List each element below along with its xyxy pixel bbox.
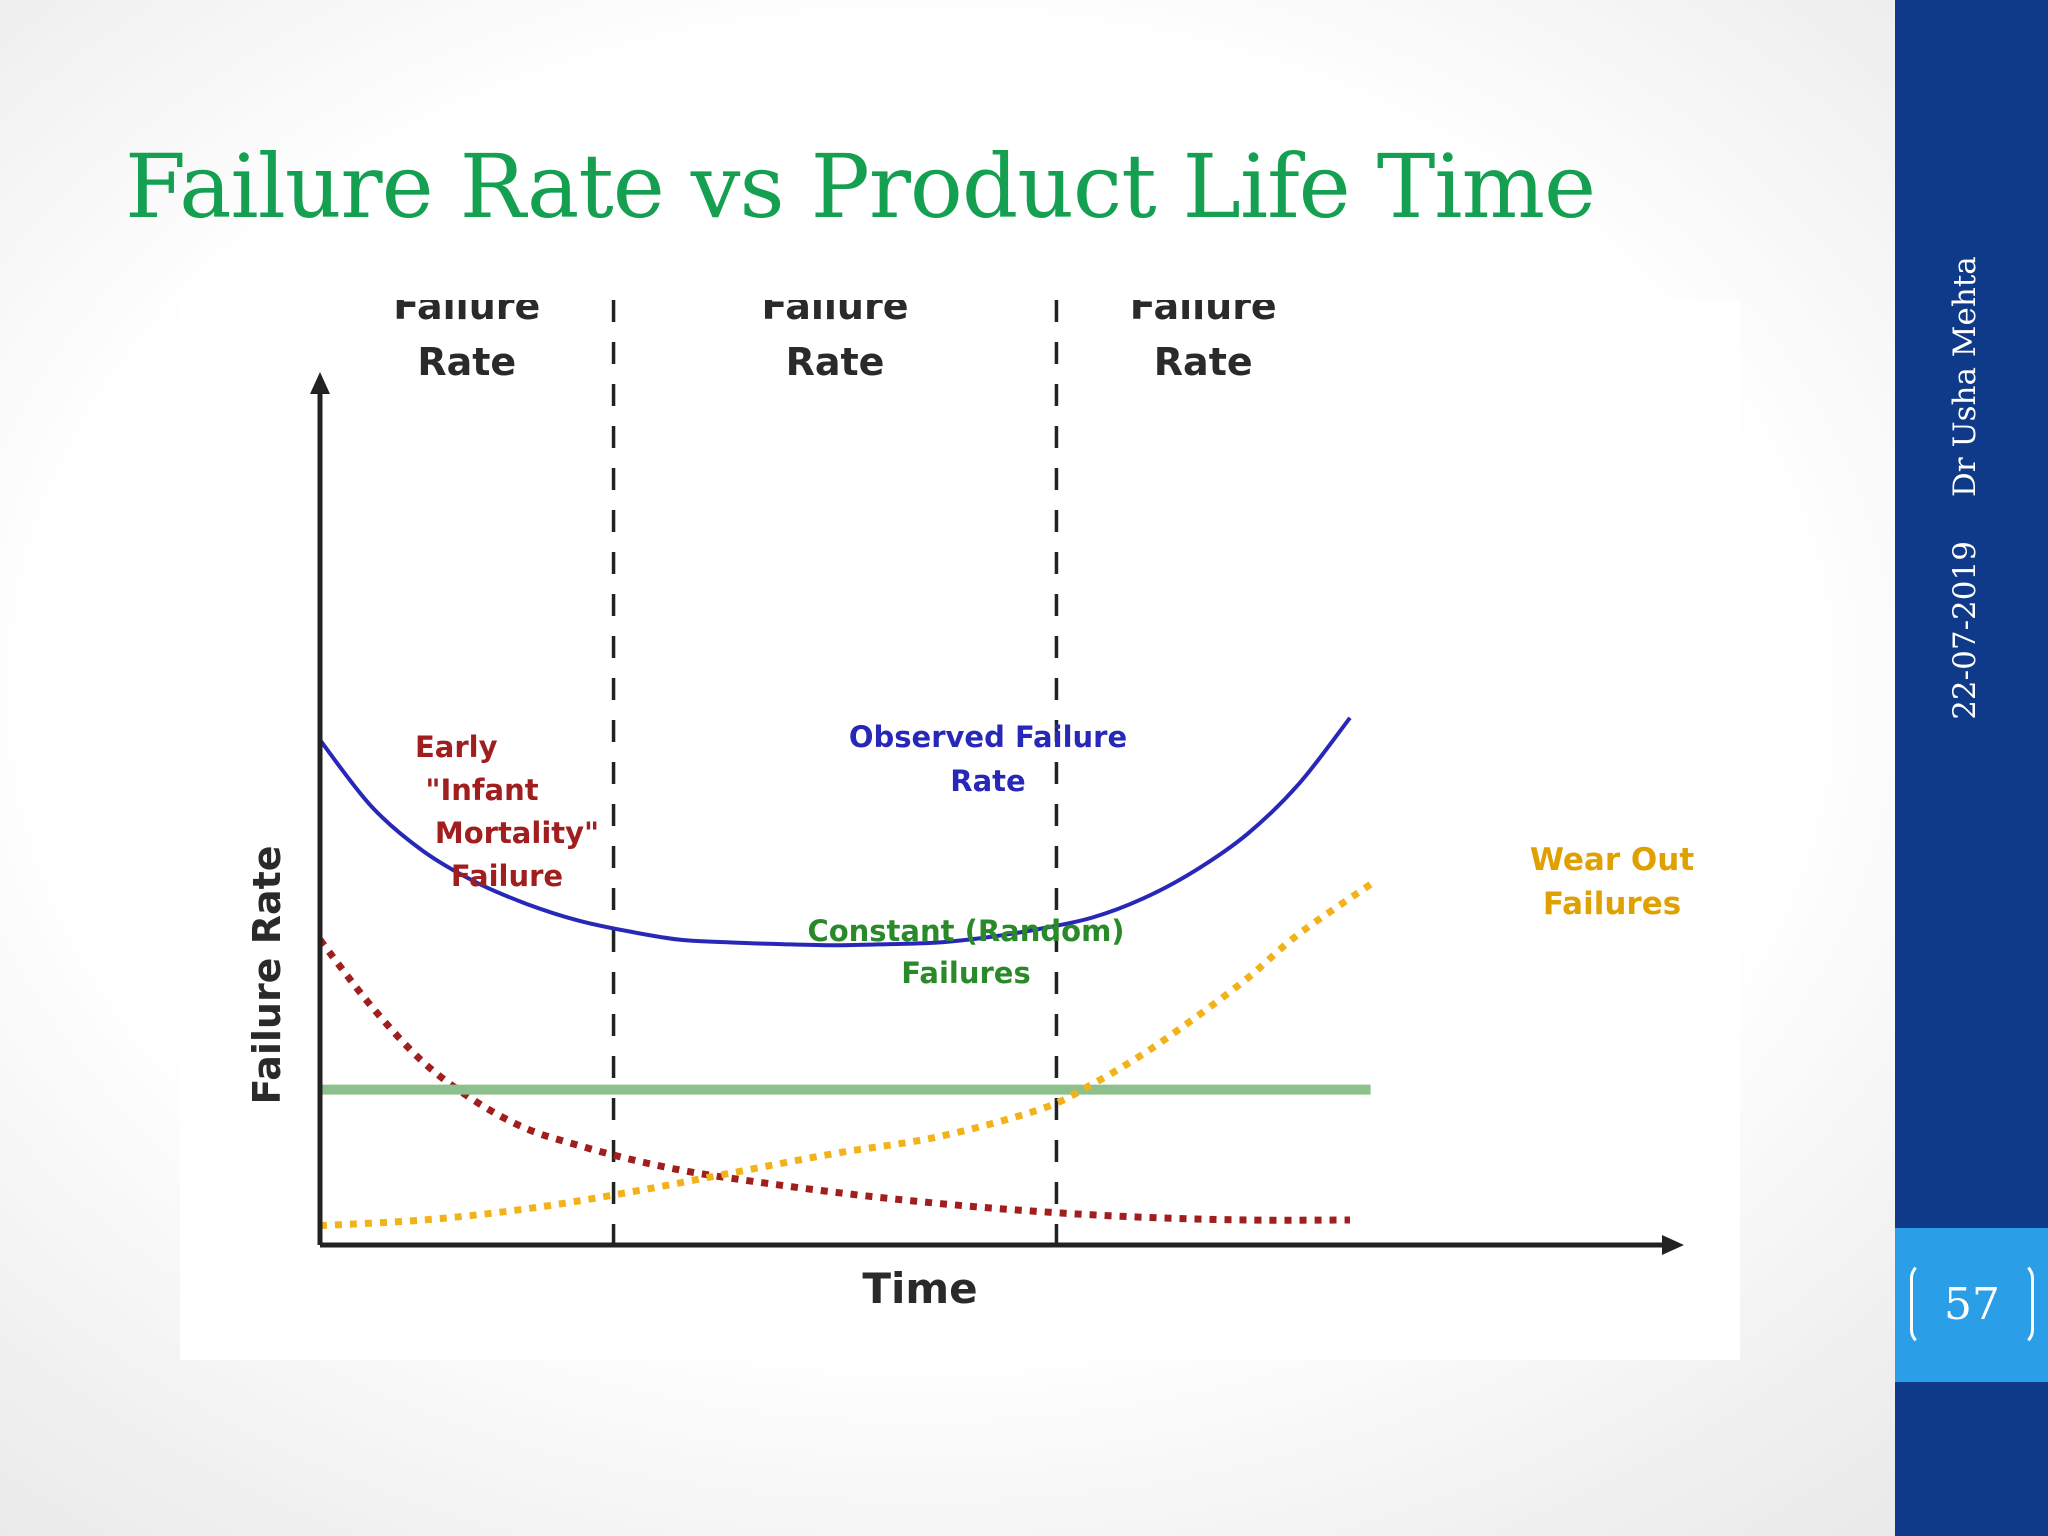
x-axis-arrow-icon xyxy=(1662,1235,1684,1255)
series-label-infant-line-4: Failure xyxy=(451,859,563,893)
series-label-infant-line-2: "Infant xyxy=(425,773,538,807)
x-axis-label: Time xyxy=(862,1264,977,1313)
chart-panel: DecreasingFailureRateConstantFailureRate… xyxy=(180,300,1740,1360)
series-line-wearout xyxy=(319,881,1373,1230)
region-label-constant-line-3: Rate xyxy=(786,340,885,384)
series-label-constant-line-1: Constant (Random) xyxy=(807,914,1124,948)
slide-number: 57 xyxy=(1910,1262,2034,1346)
region-label-decreasing-line-2: Failure xyxy=(393,300,540,328)
y-axis-arrow-icon xyxy=(310,372,330,394)
series-lines xyxy=(317,716,1373,1230)
region-label-decreasing-line-3: Rate xyxy=(417,340,516,384)
axes: Time Failure Rate xyxy=(245,372,1684,1313)
sidebar-footer-text: 22-07-2019 Dr Usha Mehta xyxy=(1947,256,1983,720)
region-label-increasing-line-3: Rate xyxy=(1154,340,1253,384)
series-labels: Observed Failure Rate Early "Infant Mortalit… xyxy=(415,720,1694,990)
series-label-infant-line-3: Mortality" xyxy=(435,816,599,850)
slide-number-box xyxy=(1895,1228,2048,1382)
series-label-observed-line-1: Observed Failure xyxy=(849,720,1127,754)
region-labels: DecreasingFailureRateConstantFailureRate… xyxy=(393,300,1277,384)
region-label-increasing-line-2: Failure xyxy=(1130,300,1277,328)
series-label-constant-line-2: Failures xyxy=(901,956,1030,990)
series-line-observed xyxy=(318,716,1352,948)
slide-date: 22-07-2019 xyxy=(1947,541,1983,720)
failure-rate-chart: DecreasingFailureRateConstantFailureRate… xyxy=(245,300,1694,1313)
region-label-constant-line-2: Failure xyxy=(762,300,909,328)
slide-author: Dr Usha Mehta xyxy=(1947,256,1983,498)
series-label-infant-line-1: Early xyxy=(415,730,498,764)
region-boundaries xyxy=(611,300,1059,1245)
y-axis-label: Failure Rate xyxy=(245,845,289,1104)
series-line-infant xyxy=(317,937,1351,1224)
series-label-wearout-line-2: Failures xyxy=(1543,886,1681,922)
slide-title: Failure Rate vs Product Life Time xyxy=(125,135,1596,238)
series-label-wearout-line-1: Wear Out xyxy=(1530,842,1695,878)
series-label-observed-line-2: Rate xyxy=(950,764,1025,798)
